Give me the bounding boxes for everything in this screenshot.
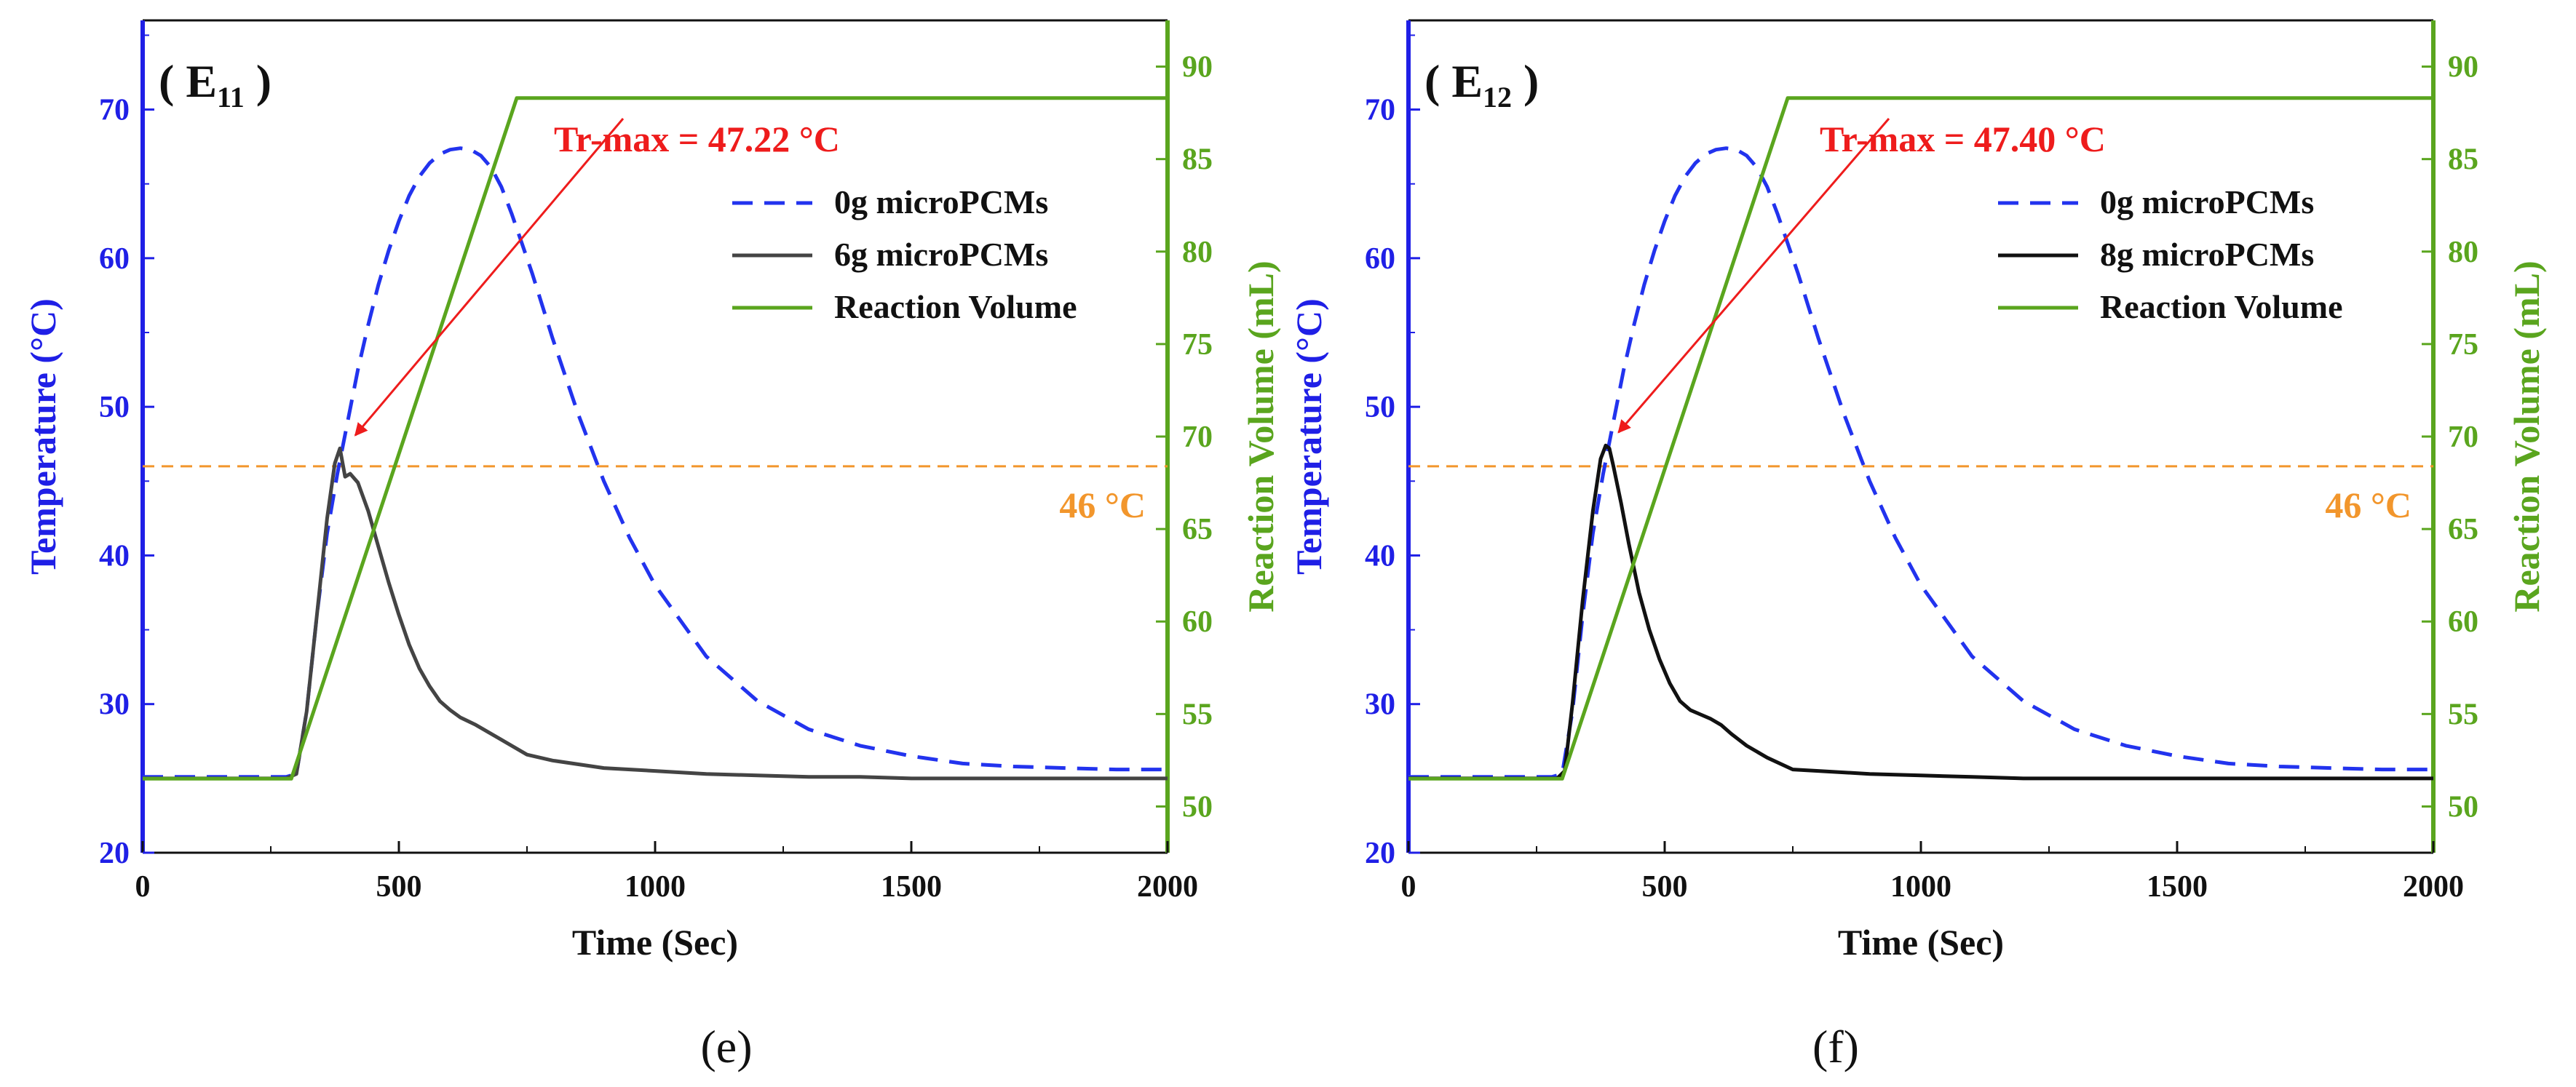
panel-tag-subscript: 11 — [217, 81, 245, 114]
panel-tag: ( E11 ) — [159, 55, 272, 114]
panel-tag-main: ( E — [1424, 55, 1483, 107]
y2-tick-label: 75 — [1182, 328, 1213, 362]
x-tick-label: 500 — [1642, 870, 1688, 904]
series-line-3 — [143, 96, 1168, 781]
y2-tick-label: 80 — [1182, 236, 1213, 269]
legend-label-2: 8g microPCMs — [2100, 236, 2314, 273]
chart-panel-2: 0 500 1000 1500 2000 20 30 40 50 60 70 50 55 60 65 70 75… — [1288, 19, 2547, 1072]
y2-tick-label: 55 — [2448, 698, 2478, 731]
y2-tick-label: 70 — [1182, 421, 1213, 454]
annotation-text: Tr-max = 47.22 °C — [554, 119, 840, 159]
annotation-text: Tr-max = 47.40 °C — [1820, 119, 2106, 159]
legend-label-3: Reaction Volume — [2100, 288, 2343, 325]
x-tick-label: 500 — [376, 870, 422, 904]
y-tick-label: 40 — [1365, 539, 1395, 573]
y2-tick-label: 50 — [2448, 790, 2478, 824]
panel-tag-end: ) — [1512, 55, 1539, 107]
legend-label-1: 0g microPCMs — [834, 183, 1048, 220]
y-tick-label: 60 — [1365, 242, 1395, 276]
y-tick-label: 60 — [99, 242, 130, 276]
x-tick-label: 2000 — [2403, 870, 2464, 904]
annotation-arrow — [354, 118, 625, 437]
threshold-label: 46 °C — [2325, 485, 2411, 525]
y2-tick-label: 65 — [2448, 513, 2478, 546]
x-axis-title: Time (Sec) — [1838, 922, 2004, 963]
threshold-label: 46 °C — [1059, 485, 1146, 525]
x-tick-label: 0 — [1401, 870, 1416, 904]
y2-axis-title: Reaction Volume (mL) — [1240, 260, 1281, 612]
panel-tag: ( E12 ) — [1424, 55, 1539, 114]
y-tick-label: 40 — [99, 539, 130, 573]
x-tick-label: 1000 — [625, 870, 686, 904]
x-tick-label: 0 — [135, 870, 151, 904]
x-axis-title: Time (Sec) — [572, 922, 738, 963]
y2-tick-label: 60 — [2448, 605, 2478, 639]
y-axis-title: Temperature (°C) — [23, 298, 63, 575]
series-line-2 — [1408, 443, 2433, 781]
y2-tick-label: 55 — [1182, 698, 1213, 731]
y-tick-label: 70 — [1365, 94, 1395, 127]
series-line-3 — [1408, 96, 2433, 781]
y2-tick-label: 65 — [1182, 513, 1213, 546]
y-tick-label: 50 — [1365, 391, 1395, 424]
legend-label-3: Reaction Volume — [834, 288, 1077, 325]
y2-tick-label: 75 — [2448, 328, 2478, 362]
panel-tag-end: ) — [245, 55, 272, 107]
chart-panel-1: 0 500 1000 1500 2000 20 30 40 50 60 70 50 55 60 65 70 75… — [23, 19, 1281, 1072]
y2-tick-label: 70 — [2448, 421, 2478, 454]
y2-axis-title: Reaction Volume (mL) — [2506, 260, 2547, 612]
panel-caption: (e) — [700, 1021, 752, 1072]
x-tick-label: 1500 — [881, 870, 942, 904]
y2-tick-label: 90 — [2448, 51, 2478, 84]
annotation-arrow — [1617, 118, 1890, 434]
panel-tag-main: ( E — [159, 55, 217, 107]
series-line-1 — [1408, 146, 2433, 779]
y-tick-label: 20 — [1365, 837, 1395, 870]
panel-tag-subscript: 12 — [1483, 81, 1512, 114]
y-tick-label: 30 — [1365, 688, 1395, 722]
series-line-2 — [143, 446, 1168, 781]
y2-tick-label: 80 — [2448, 236, 2478, 269]
y-tick-label: 30 — [99, 688, 130, 722]
panel-caption: (f) — [1812, 1021, 1859, 1072]
x-tick-label: 2000 — [1137, 870, 1198, 904]
x-tick-label: 1500 — [2147, 870, 2208, 904]
series-line-1 — [143, 146, 1168, 779]
y-axis-title: Temperature (°C) — [1288, 298, 1329, 575]
y2-tick-label: 60 — [1182, 605, 1213, 639]
y2-tick-label: 50 — [1182, 790, 1213, 824]
x-tick-label: 1000 — [1890, 870, 1951, 904]
y2-tick-label: 90 — [1182, 51, 1213, 84]
legend-label-1: 0g microPCMs — [2100, 183, 2314, 220]
y-tick-label: 20 — [99, 837, 130, 870]
y2-tick-label: 85 — [2448, 143, 2478, 177]
y2-tick-label: 85 — [1182, 143, 1213, 177]
y-tick-label: 70 — [99, 94, 130, 127]
y-tick-label: 50 — [99, 391, 130, 424]
legend-label-2: 6g microPCMs — [834, 236, 1048, 273]
